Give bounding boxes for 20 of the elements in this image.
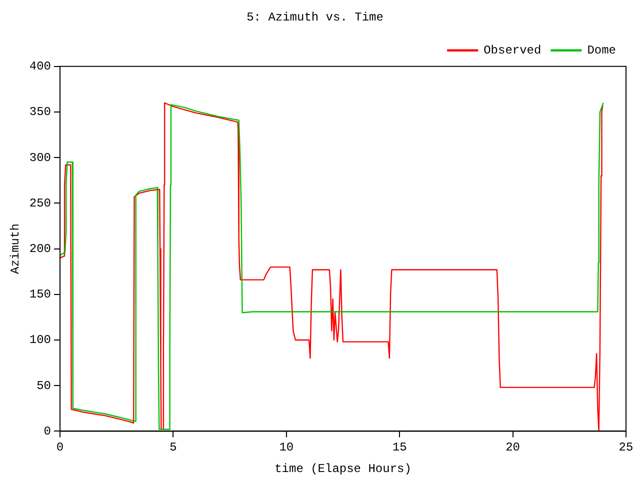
x-tick-label: 10: [279, 440, 294, 455]
x-axis-title: time (Elapse Hours): [274, 462, 412, 476]
y-tick-label: 50: [36, 378, 52, 393]
x-tick-label: 20: [506, 440, 520, 455]
legend-label: Dome: [587, 44, 616, 58]
y-tick-label: 350: [29, 105, 52, 120]
x-tick-label: 0: [56, 440, 64, 455]
chart-title: 5: Azimuth vs. Time: [246, 10, 384, 24]
y-tick-label: 100: [29, 333, 52, 348]
y-tick-label: 300: [29, 150, 52, 165]
y-tick-label: 250: [29, 196, 52, 210]
y-tick-label: 200: [29, 242, 52, 256]
x-tick-label: 15: [392, 440, 407, 455]
y-tick-label: 150: [29, 288, 52, 302]
x-tick-label: 25: [618, 440, 634, 455]
y-axis-title: Azimuth: [8, 224, 22, 274]
y-tick-label: 0: [44, 424, 52, 438]
y-tick-label: 400: [29, 60, 52, 74]
legend-label: Observed: [484, 44, 542, 58]
x-tick-label: 5: [170, 440, 177, 455]
